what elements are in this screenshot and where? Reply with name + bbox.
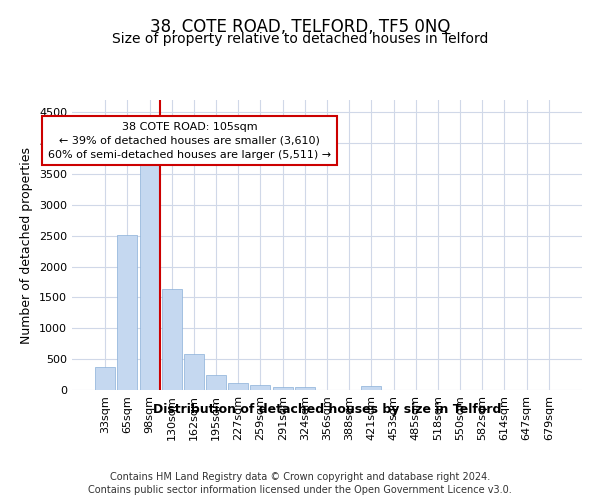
Bar [162,290,182,390]
Bar [272,386,293,390]
Bar [118,235,137,390]
Bar [295,387,315,390]
Bar [361,386,382,390]
Bar [184,354,204,390]
Bar [250,386,271,390]
Text: Size of property relative to detached houses in Telford: Size of property relative to detached ho… [112,32,488,46]
Text: 38, COTE ROAD, TELFORD, TF5 0NQ: 38, COTE ROAD, TELFORD, TF5 0NQ [150,18,450,36]
Bar [95,367,115,390]
Text: 38 COTE ROAD: 105sqm
← 39% of detached houses are smaller (3,610)
60% of semi-de: 38 COTE ROAD: 105sqm ← 39% of detached h… [48,122,331,160]
Bar [206,375,226,390]
Bar [140,160,160,390]
Text: Contains public sector information licensed under the Open Government Licence v3: Contains public sector information licen… [88,485,512,495]
Y-axis label: Number of detached properties: Number of detached properties [20,146,34,344]
Text: Distribution of detached houses by size in Telford: Distribution of detached houses by size … [153,402,501,415]
Text: Contains HM Land Registry data © Crown copyright and database right 2024.: Contains HM Land Registry data © Crown c… [110,472,490,482]
Bar [228,383,248,390]
